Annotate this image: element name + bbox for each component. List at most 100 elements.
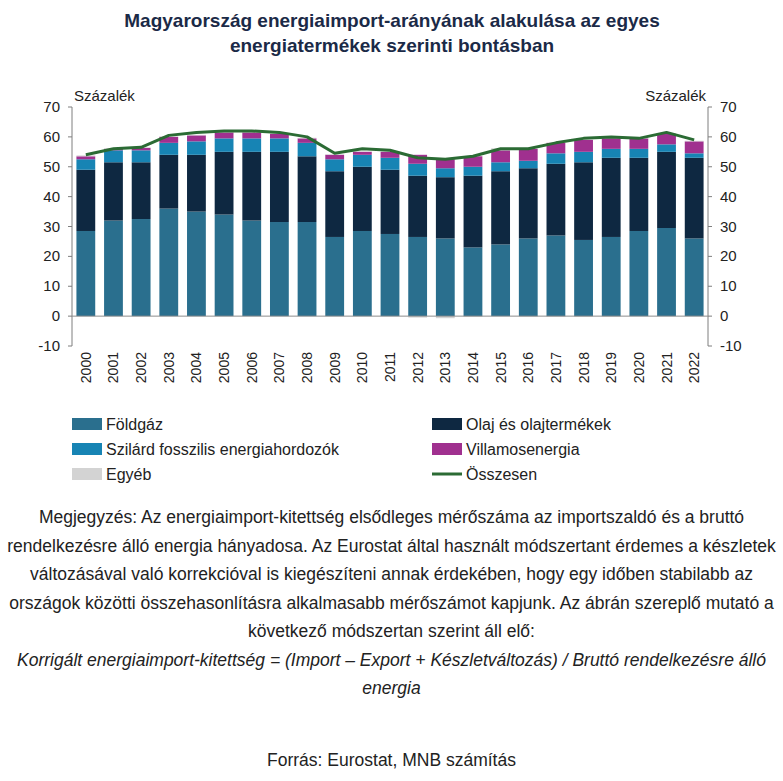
y-tick-label: 10	[43, 277, 60, 294]
bar	[491, 171, 510, 244]
bar	[408, 176, 427, 237]
bar	[325, 171, 344, 237]
y-tick	[68, 136, 72, 137]
x-tick-label: 2019	[603, 352, 619, 383]
bar	[76, 155, 95, 157]
bar	[602, 138, 621, 148]
bar	[685, 238, 704, 316]
x-tick-label: 2008	[299, 352, 315, 383]
bar	[519, 168, 538, 238]
bar	[270, 152, 289, 222]
bar	[104, 162, 123, 220]
x-tick-label: 2004	[188, 352, 204, 383]
x-tick-label: 2015	[493, 352, 509, 383]
notes: Megjegyzés: Az energiaimport-kitettség e…	[6, 503, 777, 703]
y2-tick	[708, 286, 712, 287]
bar	[464, 247, 483, 316]
bar	[491, 244, 510, 316]
bar	[491, 162, 510, 171]
legend-swatch	[72, 418, 102, 430]
chart-svg: -10010203040506070-10010203040506070Száz…	[0, 0, 783, 781]
y-tick	[68, 166, 72, 167]
bar	[325, 237, 344, 316]
bar	[574, 152, 593, 162]
legend-swatch	[72, 468, 102, 480]
bar	[602, 158, 621, 237]
bar	[629, 138, 648, 148]
bar	[436, 238, 455, 316]
bar	[298, 156, 317, 222]
bar	[381, 158, 400, 170]
y2-tick-label: 50	[720, 158, 737, 175]
y-axis-label: Százalék	[74, 87, 135, 104]
x-tick-label: 2012	[410, 352, 426, 383]
x-tick-label: 2011	[382, 352, 398, 382]
y2-tick-label: -10	[720, 337, 742, 354]
bar	[242, 132, 261, 138]
bar	[602, 149, 621, 158]
x-tick-label: 2018	[576, 352, 592, 383]
bar	[104, 150, 123, 162]
bar	[104, 221, 123, 317]
bar	[159, 143, 178, 155]
bar	[325, 155, 344, 159]
y2-axis-label: Százalék	[645, 87, 706, 104]
bar	[132, 150, 151, 162]
bar	[574, 240, 593, 316]
bar	[132, 162, 151, 219]
y2-tick-label: 70	[720, 98, 737, 115]
bar	[685, 140, 704, 142]
x-tick-label: 2020	[631, 352, 647, 383]
bar	[408, 237, 427, 316]
x-tick-label: 2014	[465, 352, 481, 383]
zero-line	[72, 316, 708, 317]
x-tick-label: 2021	[659, 352, 675, 383]
bar	[685, 141, 704, 153]
legend: FöldgázOlaj és olajtermékekSzilárd fossz…	[72, 416, 612, 483]
bar	[187, 141, 206, 154]
y2-tick	[708, 226, 712, 227]
bar	[76, 231, 95, 316]
x-tick-label: 2010	[354, 352, 370, 383]
y2-tick	[708, 166, 712, 167]
x-tick-label: 2006	[244, 352, 260, 383]
y-tick-label: 20	[43, 247, 60, 264]
x-tick-label: 2007	[271, 352, 287, 383]
bar	[353, 167, 372, 231]
bar	[76, 156, 95, 159]
x-tick-label: 2009	[327, 352, 343, 383]
bar	[547, 164, 566, 236]
y-tick-label: 0	[52, 307, 60, 324]
x-tick-label: 2016	[520, 352, 536, 383]
bar	[242, 221, 261, 317]
bar	[353, 152, 372, 155]
bar	[187, 135, 206, 141]
y-tick	[68, 196, 72, 197]
bar	[519, 238, 538, 316]
y2-tick-label: 20	[720, 247, 737, 264]
source-text: Forrás: Eurostat, MNB számítás	[0, 750, 783, 771]
bar	[76, 159, 95, 169]
y2-tick-label: 10	[720, 277, 737, 294]
legend-swatch	[432, 473, 462, 476]
bar	[464, 176, 483, 248]
bar	[629, 158, 648, 231]
bar	[436, 177, 455, 238]
legend-label: Olaj és olajtermékek	[466, 416, 612, 433]
total-line	[86, 131, 694, 159]
bar	[353, 231, 372, 316]
bar	[76, 170, 95, 231]
bar	[242, 138, 261, 151]
y-tick	[68, 107, 72, 108]
bar	[325, 159, 344, 171]
y2-tick	[708, 316, 712, 317]
y2-tick	[708, 136, 712, 137]
x-tick-label: 2002	[133, 352, 149, 383]
bar	[215, 152, 234, 215]
note-text: Megjegyzés: Az energiaimport-kitettség e…	[6, 503, 777, 646]
bar	[187, 155, 206, 212]
bar	[519, 161, 538, 168]
legend-label: Villamosenergia	[466, 441, 580, 458]
bar	[574, 140, 593, 152]
x-tick-label: 2001	[105, 352, 121, 383]
